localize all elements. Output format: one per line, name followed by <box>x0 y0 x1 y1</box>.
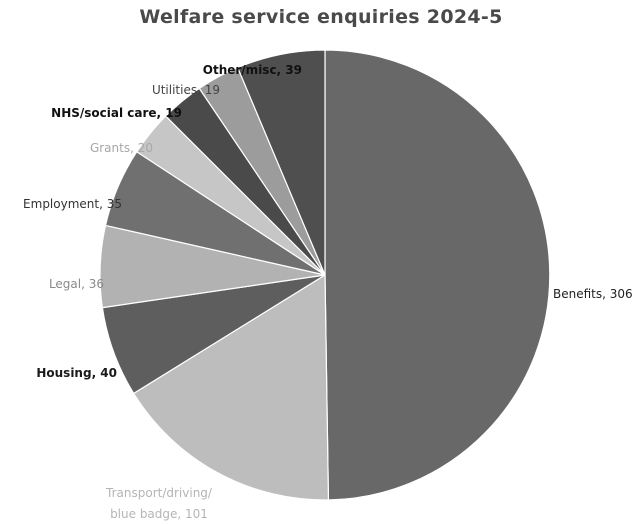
slice-label-transport-driving-blue-badge: Transport/driving/blue badge, 101 <box>105 486 213 521</box>
pie-slice-other-misc <box>236 49 326 276</box>
slice-label-other-misc: Other/misc, 39 <box>203 63 302 77</box>
slice-label-utilities: Utilities, 19 <box>152 83 220 97</box>
slice-label-grants: Grants, 20 <box>90 141 153 155</box>
pie-slices <box>99 49 551 501</box>
chart-title: Welfare service enquiries 2024-5 <box>139 6 503 28</box>
slice-label-employment: Employment, 35 <box>23 197 122 211</box>
slice-label-legal: Legal, 36 <box>49 277 104 291</box>
pie-slice-transport-driving-blue-badge <box>132 273 330 501</box>
pie-labels: Benefits, 306 Transport/driving/blue badg… <box>23 63 633 521</box>
pie-slice-benefits <box>324 49 551 501</box>
slice-label-benefits: Benefits, 306 <box>553 287 633 301</box>
slice-label-housing: Housing, 40 <box>36 366 117 380</box>
slice-label-nhs-social-care: NHS/social care, 19 <box>51 106 182 120</box>
